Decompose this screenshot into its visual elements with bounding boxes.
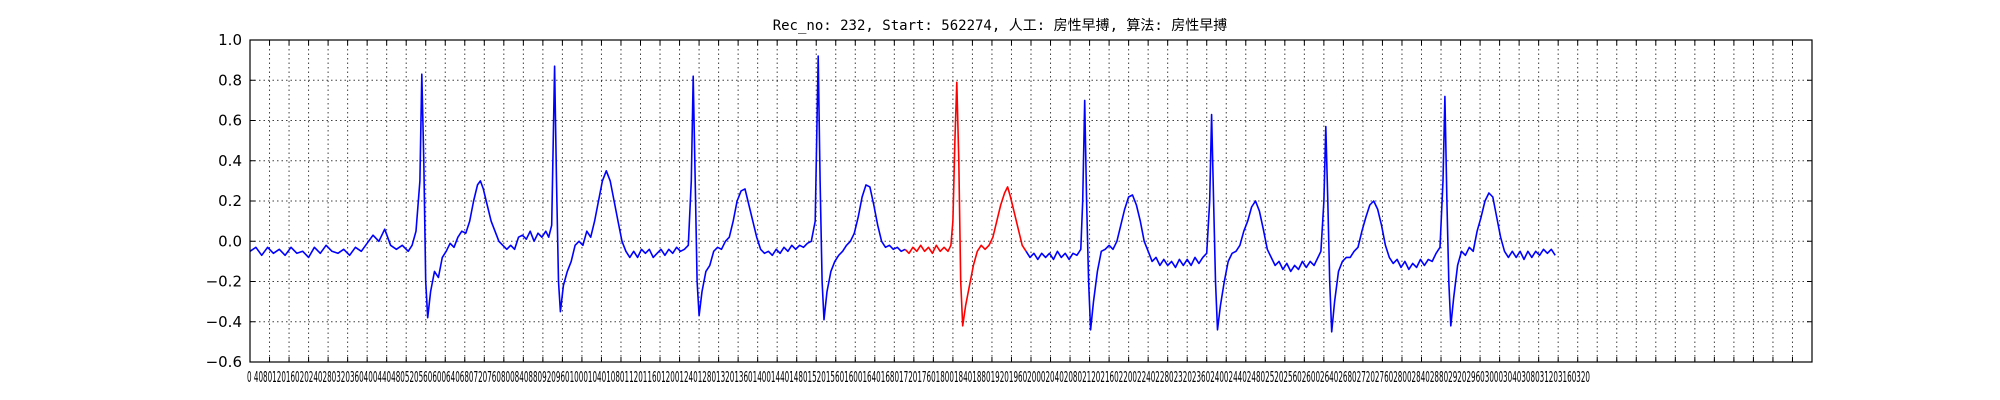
series-layer [249, 55, 1556, 333]
grid-layer [249, 39, 1813, 363]
y-tick-label: 1.0 [218, 31, 242, 49]
y-tick-label: 0.6 [218, 112, 242, 130]
ecg-series-line [904, 81, 1027, 327]
y-tick-label: 0.8 [218, 71, 242, 89]
x-tick-labels: 0 40801201602024028032036040044048052056… [247, 368, 1590, 386]
y-tick-label: −0.2 [206, 273, 242, 291]
ecg-series-line [249, 55, 906, 321]
y-tick-label: −0.4 [206, 313, 242, 331]
ecg-series-line [1025, 95, 1556, 333]
y-axis: −0.6 −0.4 −0.2 0.0 0.2 0.4 0.6 0.8 1.0 [206, 31, 1812, 371]
y-tick-label: −0.6 [206, 353, 242, 371]
y-tick-label: 0.4 [218, 152, 242, 170]
chart-title: Rec_no: 232, Start: 562274, 人工: 房性早搏, 算法… [773, 17, 1228, 34]
x-axis [249, 40, 1813, 362]
y-tick-label: 0.0 [218, 232, 242, 250]
y-tick-label: 0.2 [218, 192, 242, 210]
